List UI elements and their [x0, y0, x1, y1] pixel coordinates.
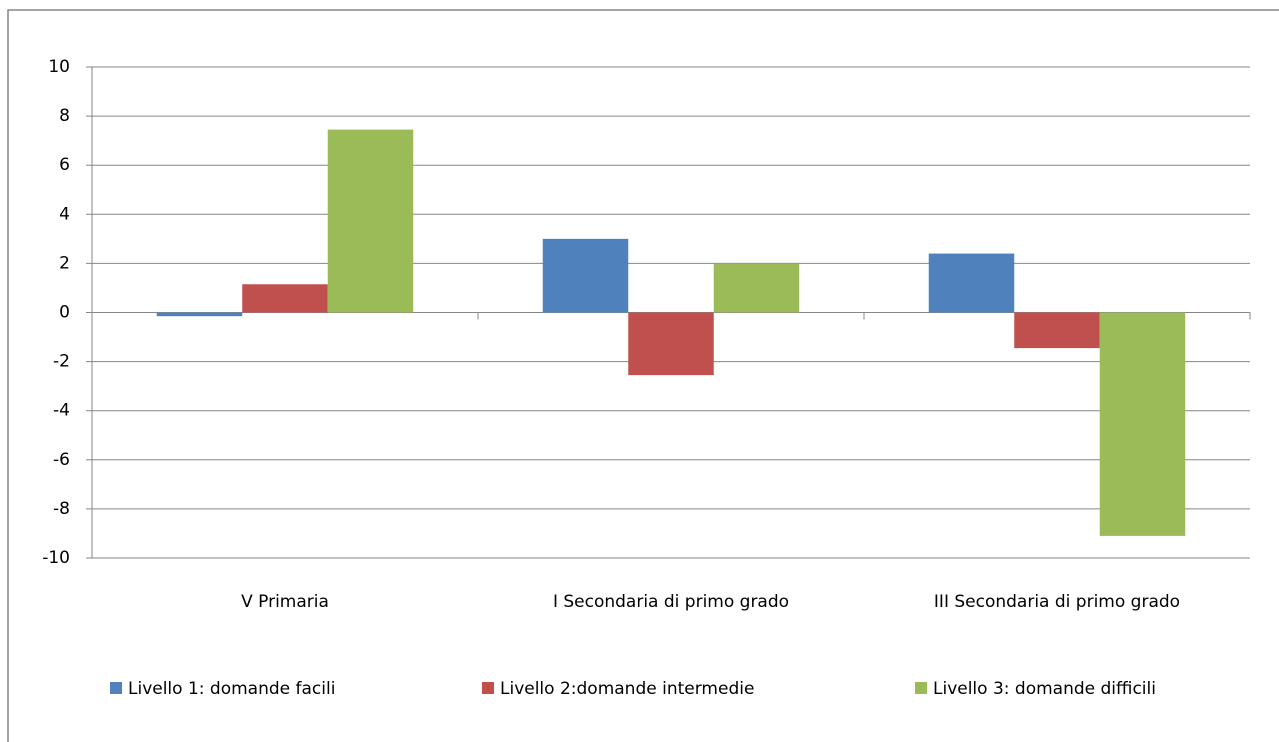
bar [1014, 312, 1100, 349]
bar [242, 284, 328, 313]
chart-frame [7, 9, 1279, 742]
y-tick-label: -8 [53, 499, 70, 519]
y-tick-label: 4 [59, 204, 70, 224]
bar [713, 263, 800, 313]
bar [928, 253, 1015, 313]
bar [156, 312, 243, 317]
legend-swatch [915, 682, 927, 694]
legend-label: Livello 3: domande difficili [933, 679, 1156, 699]
y-tick-label: 10 [48, 57, 70, 77]
bar [628, 312, 714, 376]
y-tick-label: -10 [42, 548, 70, 568]
x-tick-label: III Secondaria di primo grado [934, 592, 1180, 612]
y-tick-label: -6 [53, 450, 70, 470]
y-tick-label: -4 [53, 401, 70, 421]
bar [1099, 312, 1186, 536]
bar [327, 129, 414, 313]
legend-label: Livello 2:domande intermedie [500, 679, 754, 699]
y-tick-label: 0 [59, 303, 70, 323]
bar [542, 238, 629, 313]
x-tick-label: V Primaria [241, 592, 329, 612]
legend-swatch [110, 682, 122, 694]
y-tick-label: 8 [59, 106, 70, 126]
y-tick-label: 6 [59, 155, 70, 175]
y-tick-label: -2 [53, 352, 70, 372]
y-tick-label: 2 [59, 253, 70, 273]
x-tick-label: I Secondaria di primo grado [553, 592, 789, 612]
legend-label: Livello 1: domande facili [128, 679, 335, 699]
legend-swatch [482, 682, 494, 694]
